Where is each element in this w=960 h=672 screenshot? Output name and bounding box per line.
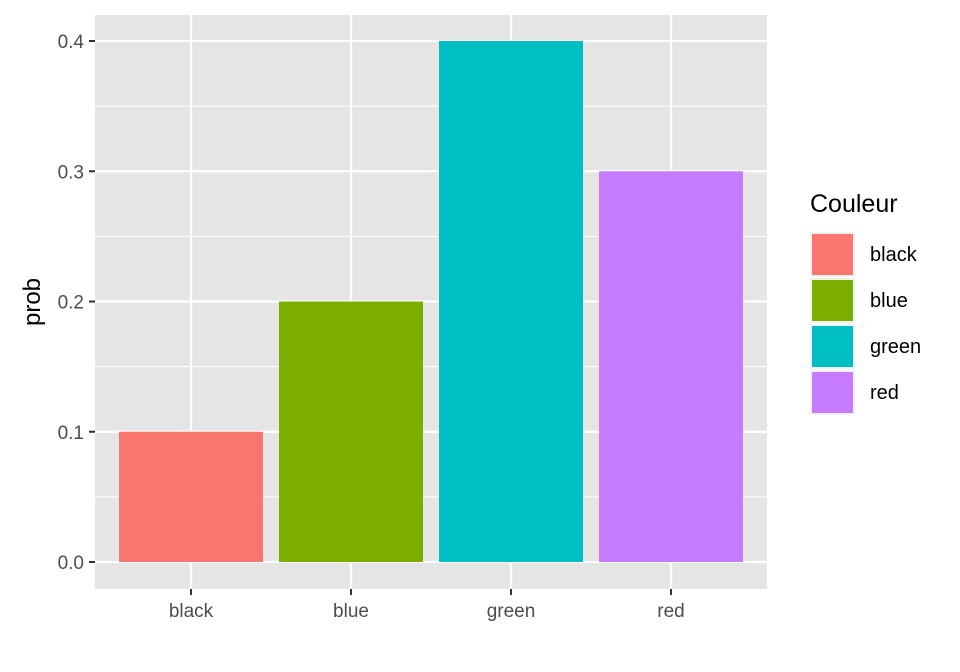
y-tick-label: 0.3 — [58, 162, 84, 183]
legend-swatch-red — [812, 372, 853, 413]
legend-swatch-green — [812, 326, 853, 367]
bar-black — [119, 431, 263, 562]
x-tick-label: black — [169, 601, 214, 622]
y-tick-label: 0.0 — [58, 553, 84, 574]
legend-label: red — [870, 382, 899, 404]
bars-group — [119, 41, 743, 562]
legend-swatch-blue — [812, 280, 853, 321]
legend-label: black — [870, 244, 918, 266]
y-tick-label: 0.4 — [58, 32, 85, 53]
bar-red — [599, 171, 743, 562]
bar-green — [439, 41, 583, 562]
x-tick-label: green — [487, 601, 536, 622]
y-tick-label: 0.1 — [58, 423, 84, 444]
bar-blue — [279, 301, 423, 562]
legend-swatch-black — [812, 234, 853, 275]
x-tick-label: red — [657, 601, 684, 622]
y-axis: 0.0 0.1 0.2 0.3 0.4 — [58, 32, 95, 574]
y-axis-title: prob — [19, 278, 46, 326]
legend-title: Couleur — [810, 190, 898, 218]
legend-label: blue — [870, 290, 908, 312]
x-tick-label: blue — [333, 601, 369, 622]
y-tick-label: 0.2 — [58, 293, 84, 314]
legend: Couleur black blue green red — [810, 190, 921, 415]
x-axis: black blue green red — [169, 589, 685, 622]
legend-label: green — [870, 336, 921, 358]
